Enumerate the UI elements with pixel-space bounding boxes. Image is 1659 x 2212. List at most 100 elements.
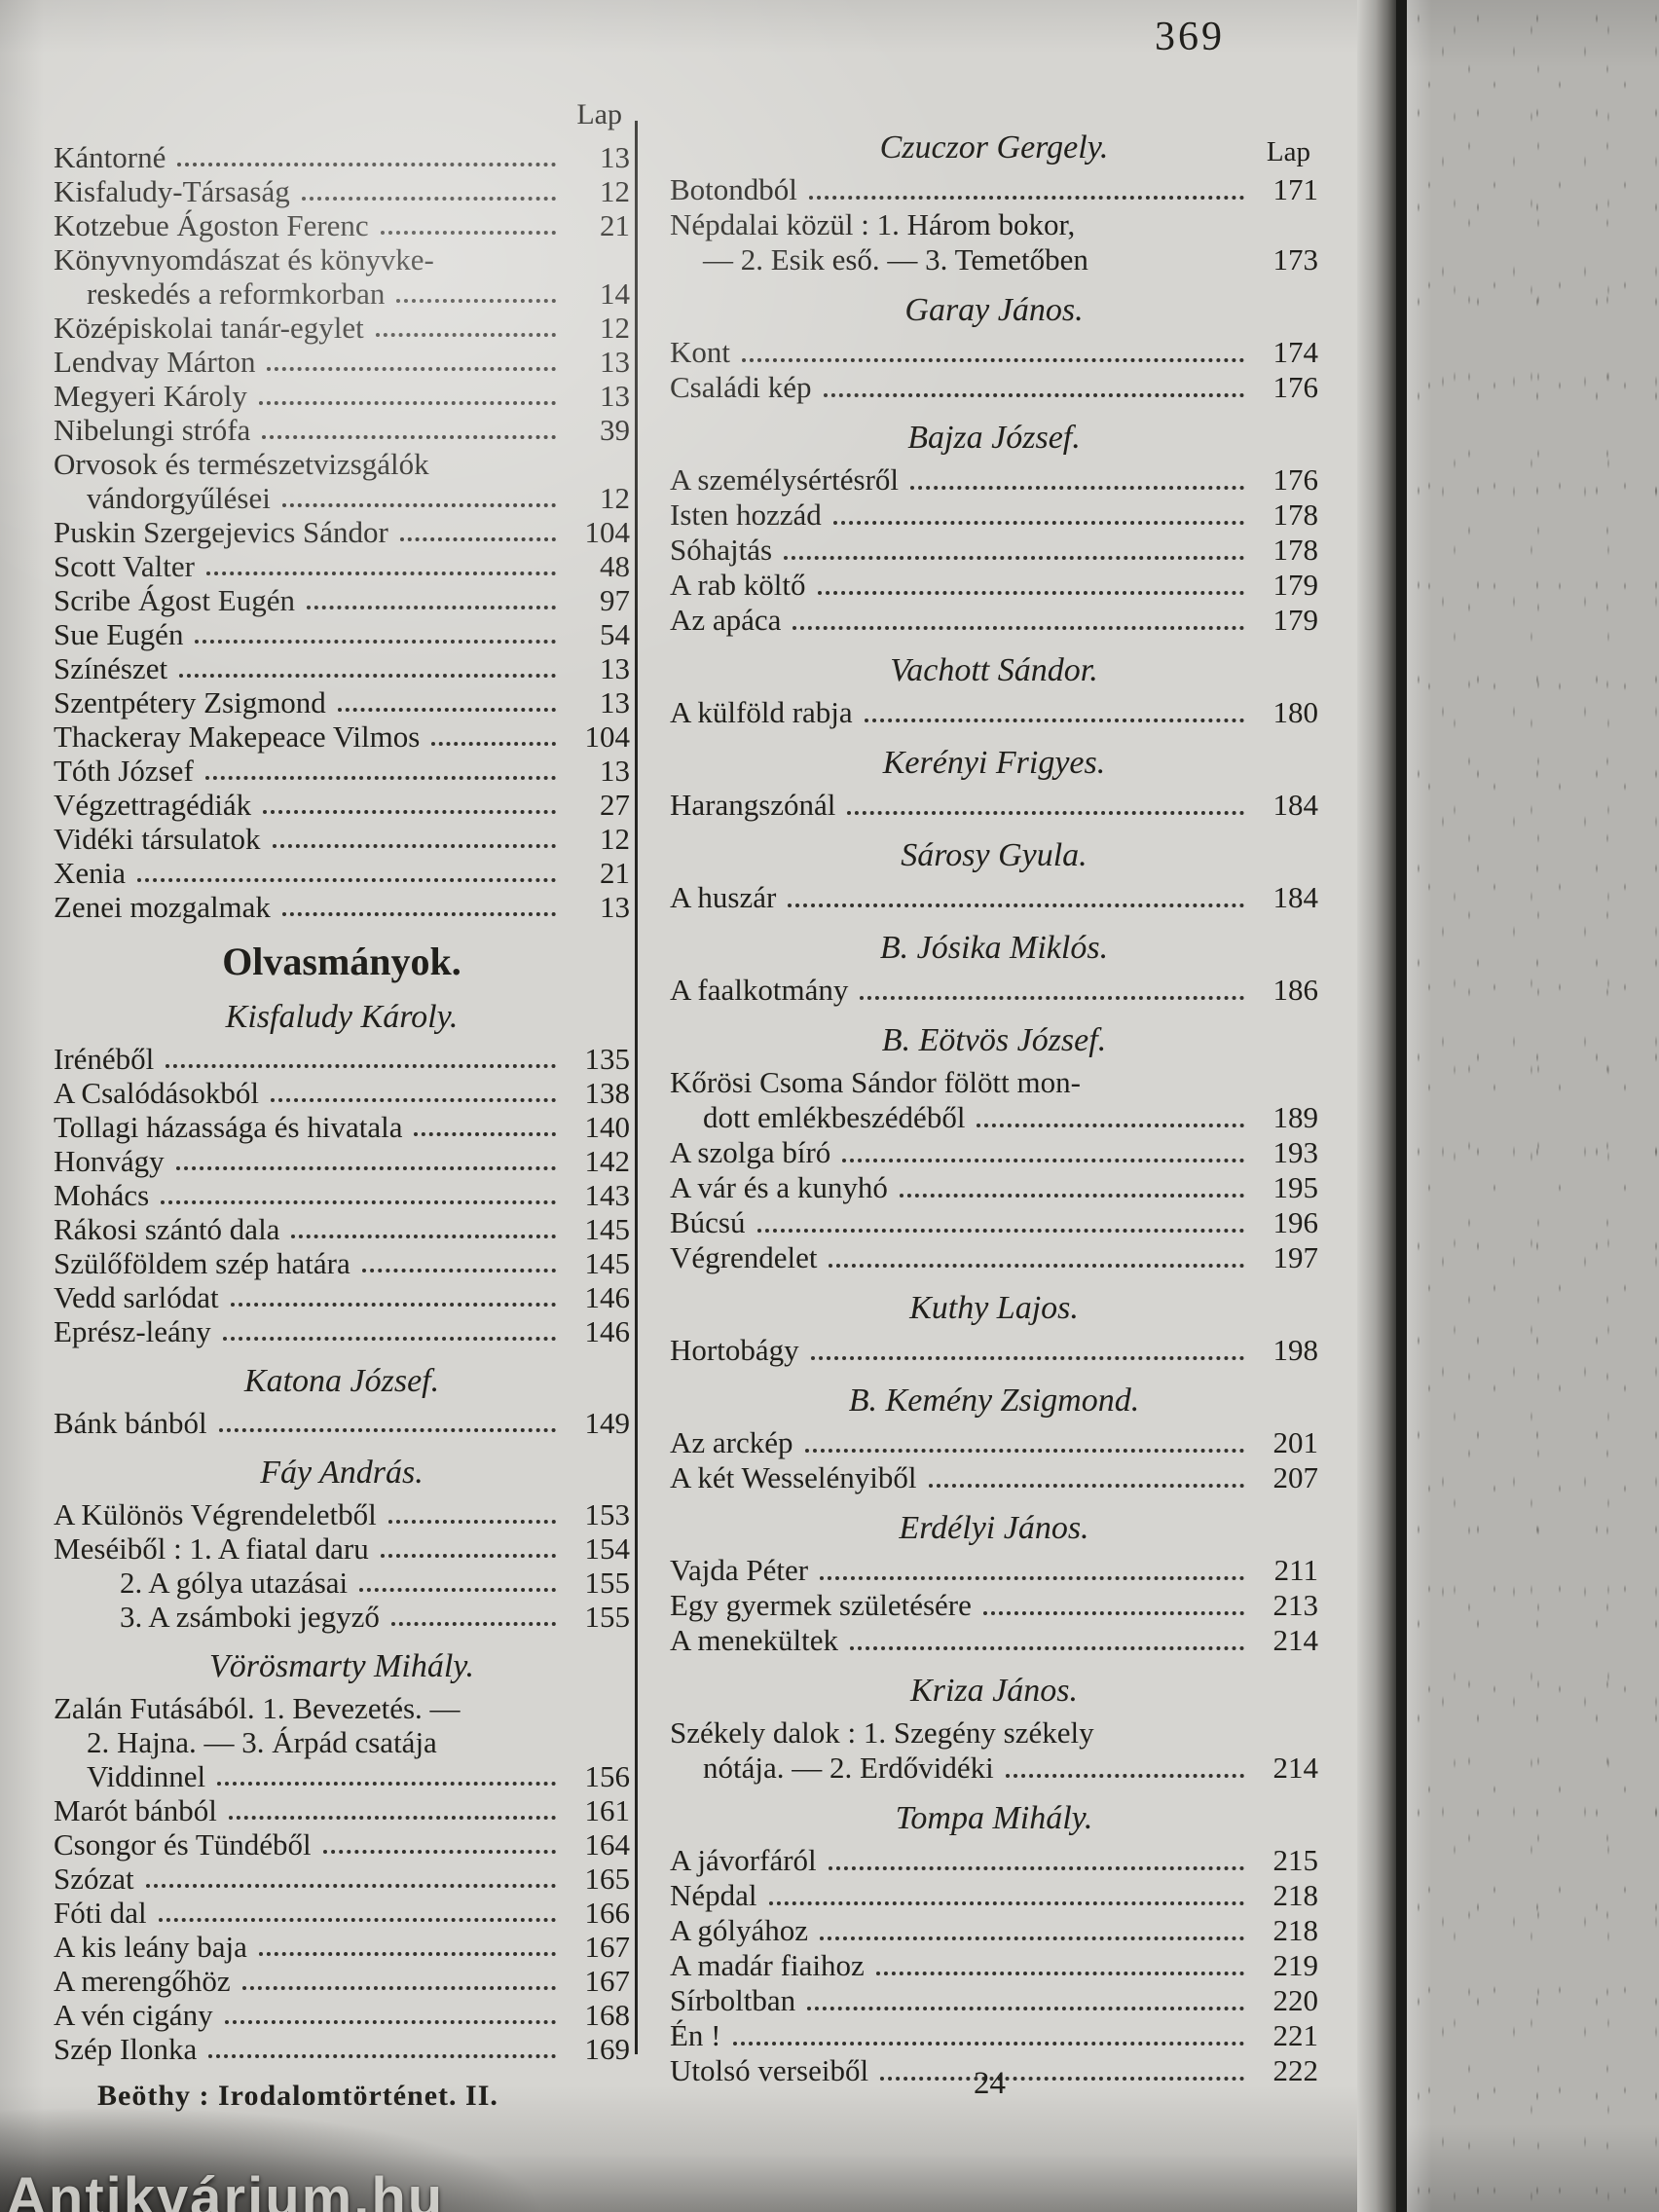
toc-entry-text: Az arckép xyxy=(670,1425,793,1459)
toc-entry-page-number: 211 xyxy=(1273,1553,1318,1587)
toc-entry-text: Irénéből xyxy=(54,1042,155,1076)
toc-entry-page-number: 169 xyxy=(584,2032,631,2066)
dotted-leader xyxy=(1005,1774,1244,1778)
author-heading: Kuthy Lajos. xyxy=(670,1290,1318,1327)
dotted-leader xyxy=(982,1611,1244,1615)
toc-entries-group: Székely dalok : 1. Szegény székely nótáj… xyxy=(670,1715,1318,1786)
toc-entries-group: A huszár 184 xyxy=(670,880,1318,915)
toc-entry-page-number: 167 xyxy=(584,1964,631,1998)
toc-entry-page-number: 13 xyxy=(600,890,630,924)
toc-entry-text: Zalán Futásából. 1. Bevezetés. — xyxy=(54,1691,461,1725)
antikvarium-watermark: Antikvárium.hu xyxy=(6,2166,445,2212)
toc-entry-page-number: 154 xyxy=(584,1531,631,1566)
toc-entry-text: Tóth József xyxy=(54,754,194,788)
lap-column-header: Lap xyxy=(576,98,622,130)
toc-entry-text: nótája. — 2. Erdővidéki xyxy=(703,1751,994,1785)
toc-entry-line: A gólyához 218 xyxy=(670,1913,1318,1948)
toc-entry-line: Tollagi házassága és hivatala 140 xyxy=(54,1110,630,1144)
author-heading-text: Erdélyi János. xyxy=(899,1510,1089,1546)
dotted-leader xyxy=(910,486,1244,490)
toc-entry-line: Scribe Ágost Eugén 97 xyxy=(54,583,630,617)
author-heading: Czuczor Gergely. Lap xyxy=(670,129,1318,167)
toc-entry-page-number: 146 xyxy=(584,1280,631,1314)
toc-entry-line: Bánk bánból 149 xyxy=(54,1406,630,1440)
toc-entry-text: Lendvay Márton xyxy=(54,345,256,379)
toc-entry-page-number: 178 xyxy=(1272,498,1319,532)
toc-entry-text: Sue Eugén xyxy=(54,617,184,651)
toc-entry-page-number: 153 xyxy=(584,1497,631,1531)
toc-entry-text: Könyvnyomdászat és könyvke- xyxy=(54,242,434,276)
toc-entry-line: A vár és a kunyhó 195 xyxy=(670,1170,1318,1205)
toc-entry-page-number: 201 xyxy=(1272,1425,1319,1459)
toc-entry-page-number: 220 xyxy=(1272,1983,1319,2017)
author-heading: B. Kemény Zsigmond. xyxy=(670,1382,1318,1419)
toc-entry-line: Lendvay Márton 13 xyxy=(54,345,630,379)
toc-entry-line: Búcsú 196 xyxy=(670,1205,1318,1240)
toc-entry-line: Vajda Péter 211 xyxy=(670,1553,1318,1588)
toc-entry-page-number: 186 xyxy=(1272,973,1319,1007)
dotted-leader xyxy=(217,1782,556,1786)
toc-entry-page-number: 195 xyxy=(1272,1170,1319,1204)
toc-entry-line: Szentpétery Zsigmond 13 xyxy=(54,685,630,719)
toc-entry-line: A vén cigány 168 xyxy=(54,1998,630,2032)
toc-entry-text: Egy gyermek születésére xyxy=(670,1588,972,1622)
toc-entry-line: A rab költő 179 xyxy=(670,568,1318,603)
toc-entry-text: A szolga bíró xyxy=(670,1135,831,1169)
toc-entry-text: A kis leány baja xyxy=(54,1930,247,1964)
dotted-leader xyxy=(828,1866,1244,1870)
toc-entry-page-number: 104 xyxy=(584,515,631,549)
toc-entry-text: A madár fiaihoz xyxy=(670,1948,865,1982)
toc-entry-text: dott emlékbeszédéből xyxy=(703,1100,966,1134)
toc-entry-page-number: 215 xyxy=(1272,1843,1319,1877)
toc-entry-page-number: 13 xyxy=(600,685,630,719)
toc-entry-page-number: 135 xyxy=(584,1042,631,1076)
toc-entry-page-number: 198 xyxy=(1272,1333,1319,1367)
toc-entry-line: reskedés a reformkorban 14 xyxy=(54,276,630,311)
toc-entry-text: Hortobágy xyxy=(670,1333,799,1367)
toc-entry-line: A faalkotmány 186 xyxy=(670,973,1318,1008)
page-curve-shadow xyxy=(1357,0,1398,2212)
toc-entry-line: Népdal 218 xyxy=(670,1878,1318,1913)
toc-entries-group: A jávorfáról 215 Népdal 218 A gólyához 2… xyxy=(670,1843,1318,2088)
dotted-leader xyxy=(177,163,556,166)
toc-entry-line: 2. Hajna. — 3. Árpád csatája xyxy=(54,1725,630,1759)
toc-entry-line: Sírboltban 220 xyxy=(670,1983,1318,2018)
toc-entry-line: Harangszónál 184 xyxy=(670,788,1318,823)
dotted-leader xyxy=(899,1194,1244,1198)
toc-entry-line: A kis leány baja 167 xyxy=(54,1930,630,1964)
toc-entry-line: Mohács 143 xyxy=(54,1178,630,1212)
toc-entry-line: A madár fiaihoz 219 xyxy=(670,1948,1318,1983)
toc-entry-page-number: 176 xyxy=(1272,370,1319,404)
toc-entry-line: A Különös Végrendeletből 153 xyxy=(54,1497,630,1531)
toc-entry-line: A huszár 184 xyxy=(670,880,1318,915)
toc-entry-page-number: 54 xyxy=(600,617,630,651)
author-heading-text: B. Jósika Miklós. xyxy=(879,930,1109,966)
dotted-leader xyxy=(205,571,556,575)
author-heading: Katona József. xyxy=(54,1363,630,1400)
toc-entry-page-number: 145 xyxy=(584,1212,631,1246)
author-heading: Vörösmarty Mihály. xyxy=(54,1648,630,1685)
toc-entry-line: Eprész-leány 146 xyxy=(54,1314,630,1348)
toc-entry-text: Búcsú xyxy=(670,1205,746,1239)
toc-entry-line: Vidéki társulatok 12 xyxy=(54,822,630,856)
toc-entry-line: A merengőhöz 167 xyxy=(54,1964,630,1998)
toc-entry-text: Csongor és Tündéből xyxy=(54,1827,312,1862)
toc-entry-text: Végrendelet xyxy=(670,1240,818,1274)
toc-entry-line: Könyvnyomdászat és könyvke- xyxy=(54,242,630,276)
toc-entry-text: A Különös Végrendeletből xyxy=(54,1497,377,1531)
toc-entry-page-number: 178 xyxy=(1272,533,1319,567)
toc-entry-line: Egy gyermek születésére 213 xyxy=(670,1588,1318,1623)
toc-entry-line: A Csalódásokból 138 xyxy=(54,1076,630,1110)
toc-entries-group: Hortobágy 198 xyxy=(670,1333,1318,1368)
section-title: Olvasmányok. xyxy=(54,940,630,984)
toc-entry-line: Kőrösi Csoma Sándor fölött mon- xyxy=(670,1065,1318,1100)
toc-entry-line: Középiskolai tanár-egylet 12 xyxy=(54,311,630,345)
toc-entry-text: Xenia xyxy=(54,856,127,890)
page-number: 369 xyxy=(1155,15,1225,59)
dotted-leader xyxy=(807,2007,1244,2010)
dotted-leader xyxy=(793,626,1244,630)
toc-entry-text: Meséiből : 1. A fiatal daru xyxy=(54,1531,369,1566)
toc-entry-line: Végrendelet 197 xyxy=(670,1240,1318,1275)
toc-entry-line: Isten hozzád 178 xyxy=(670,498,1318,533)
toc-entries-group: Zalán Futásából. 1. Bevezetés. — 2. Hajn… xyxy=(54,1691,630,2066)
